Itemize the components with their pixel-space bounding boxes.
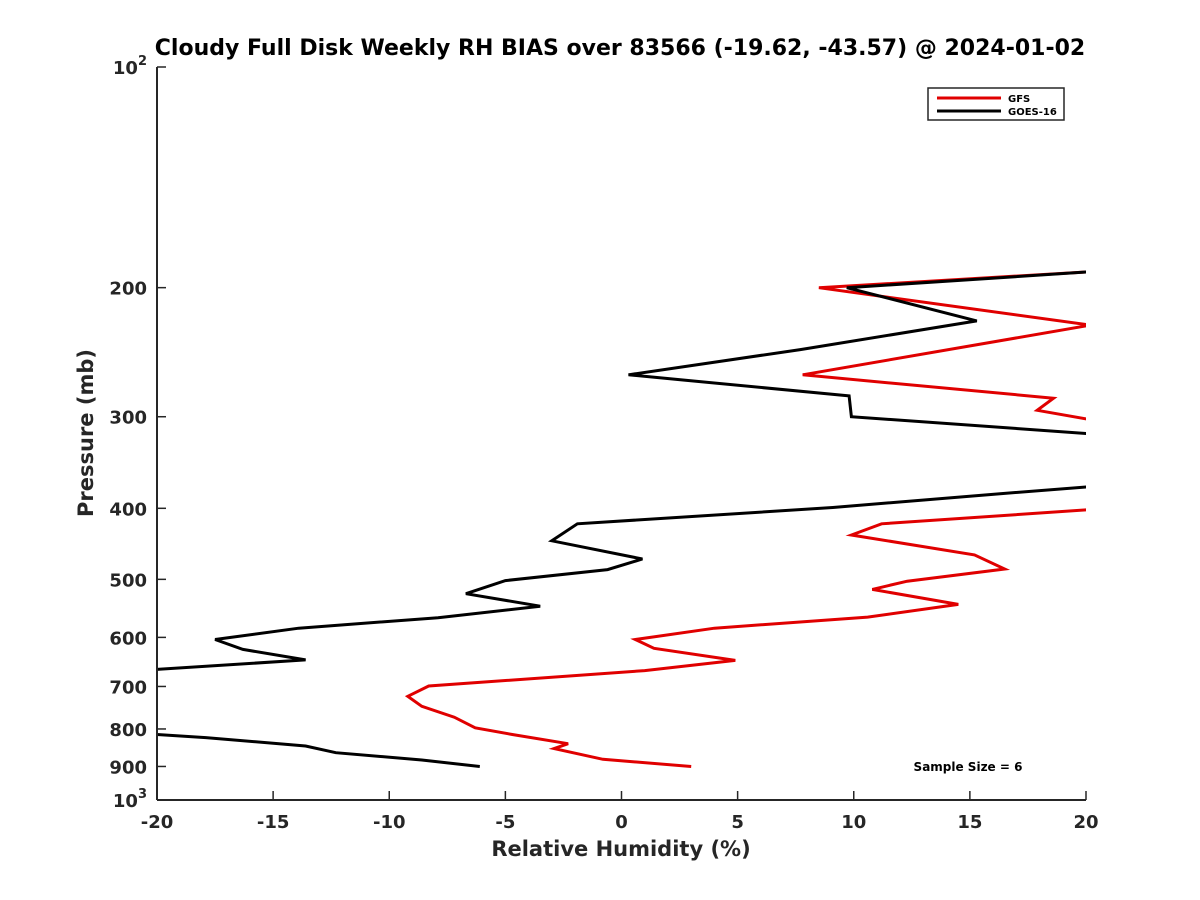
x-tick-label: 20	[1073, 812, 1098, 833]
y-tick-label: 102	[113, 54, 147, 79]
y-tick-label: 300	[109, 408, 147, 429]
y-tick-label: 103	[113, 787, 147, 812]
legend-box	[927, 87, 1065, 121]
y-tick-exponent: 3	[138, 787, 147, 802]
x-tick-label: 0	[615, 812, 628, 833]
y-tick-exponent: 2	[138, 54, 147, 69]
y-axis-label: Pressure (mb)	[74, 349, 98, 517]
x-tick-label: 15	[957, 812, 982, 833]
x-axis-label: Relative Humidity (%)	[491, 837, 750, 861]
y-tick-label: 600	[109, 628, 147, 649]
series-line-0	[404, 270, 1086, 768]
legend-entry-0: GFS	[1008, 94, 1030, 105]
x-tick-label: -5	[495, 812, 515, 833]
y-tick-label: 700	[109, 677, 147, 698]
y-tick-label: 400	[109, 499, 147, 520]
y-tick-label: 800	[109, 720, 147, 741]
x-tick-label: 5	[731, 812, 744, 833]
plot-area: -20 -15 -10 -5 0 5 10 15 20 102 200 300 400 500 600 700…	[109, 54, 1098, 833]
series-line-1	[157, 270, 1086, 768]
legend: GFS GOES-16	[927, 87, 1065, 121]
x-tick-label: -15	[257, 812, 290, 833]
sample-size-annotation: Sample Size = 6	[914, 760, 1023, 774]
y-tick-label: 500	[109, 570, 147, 591]
y-tick-label: 900	[109, 757, 147, 778]
x-tick-label: -10	[373, 812, 406, 833]
chart-title: Cloudy Full Disk Weekly RH BIAS over 835…	[155, 36, 1085, 61]
x-tick-label: -20	[141, 812, 174, 833]
x-tick-label: 10	[841, 812, 866, 833]
legend-entry-1: GOES-16	[1008, 107, 1057, 118]
y-tick-label: 200	[109, 279, 147, 300]
